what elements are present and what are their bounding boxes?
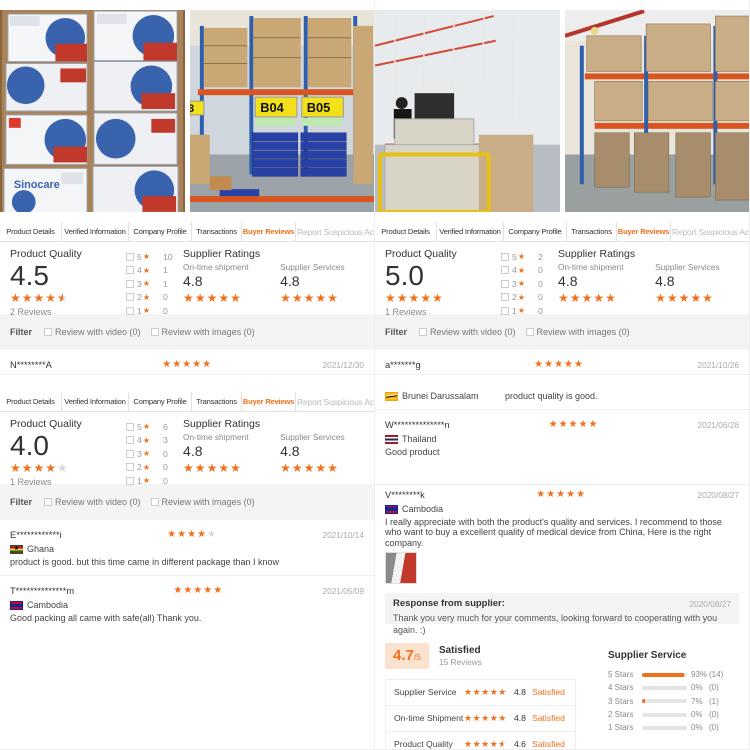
svg-text:B04: B04 — [260, 100, 284, 115]
svg-text:B05: B05 — [307, 100, 331, 115]
svg-text:03: 03 — [190, 103, 194, 115]
svg-text:Sinocare: Sinocare — [14, 179, 60, 191]
